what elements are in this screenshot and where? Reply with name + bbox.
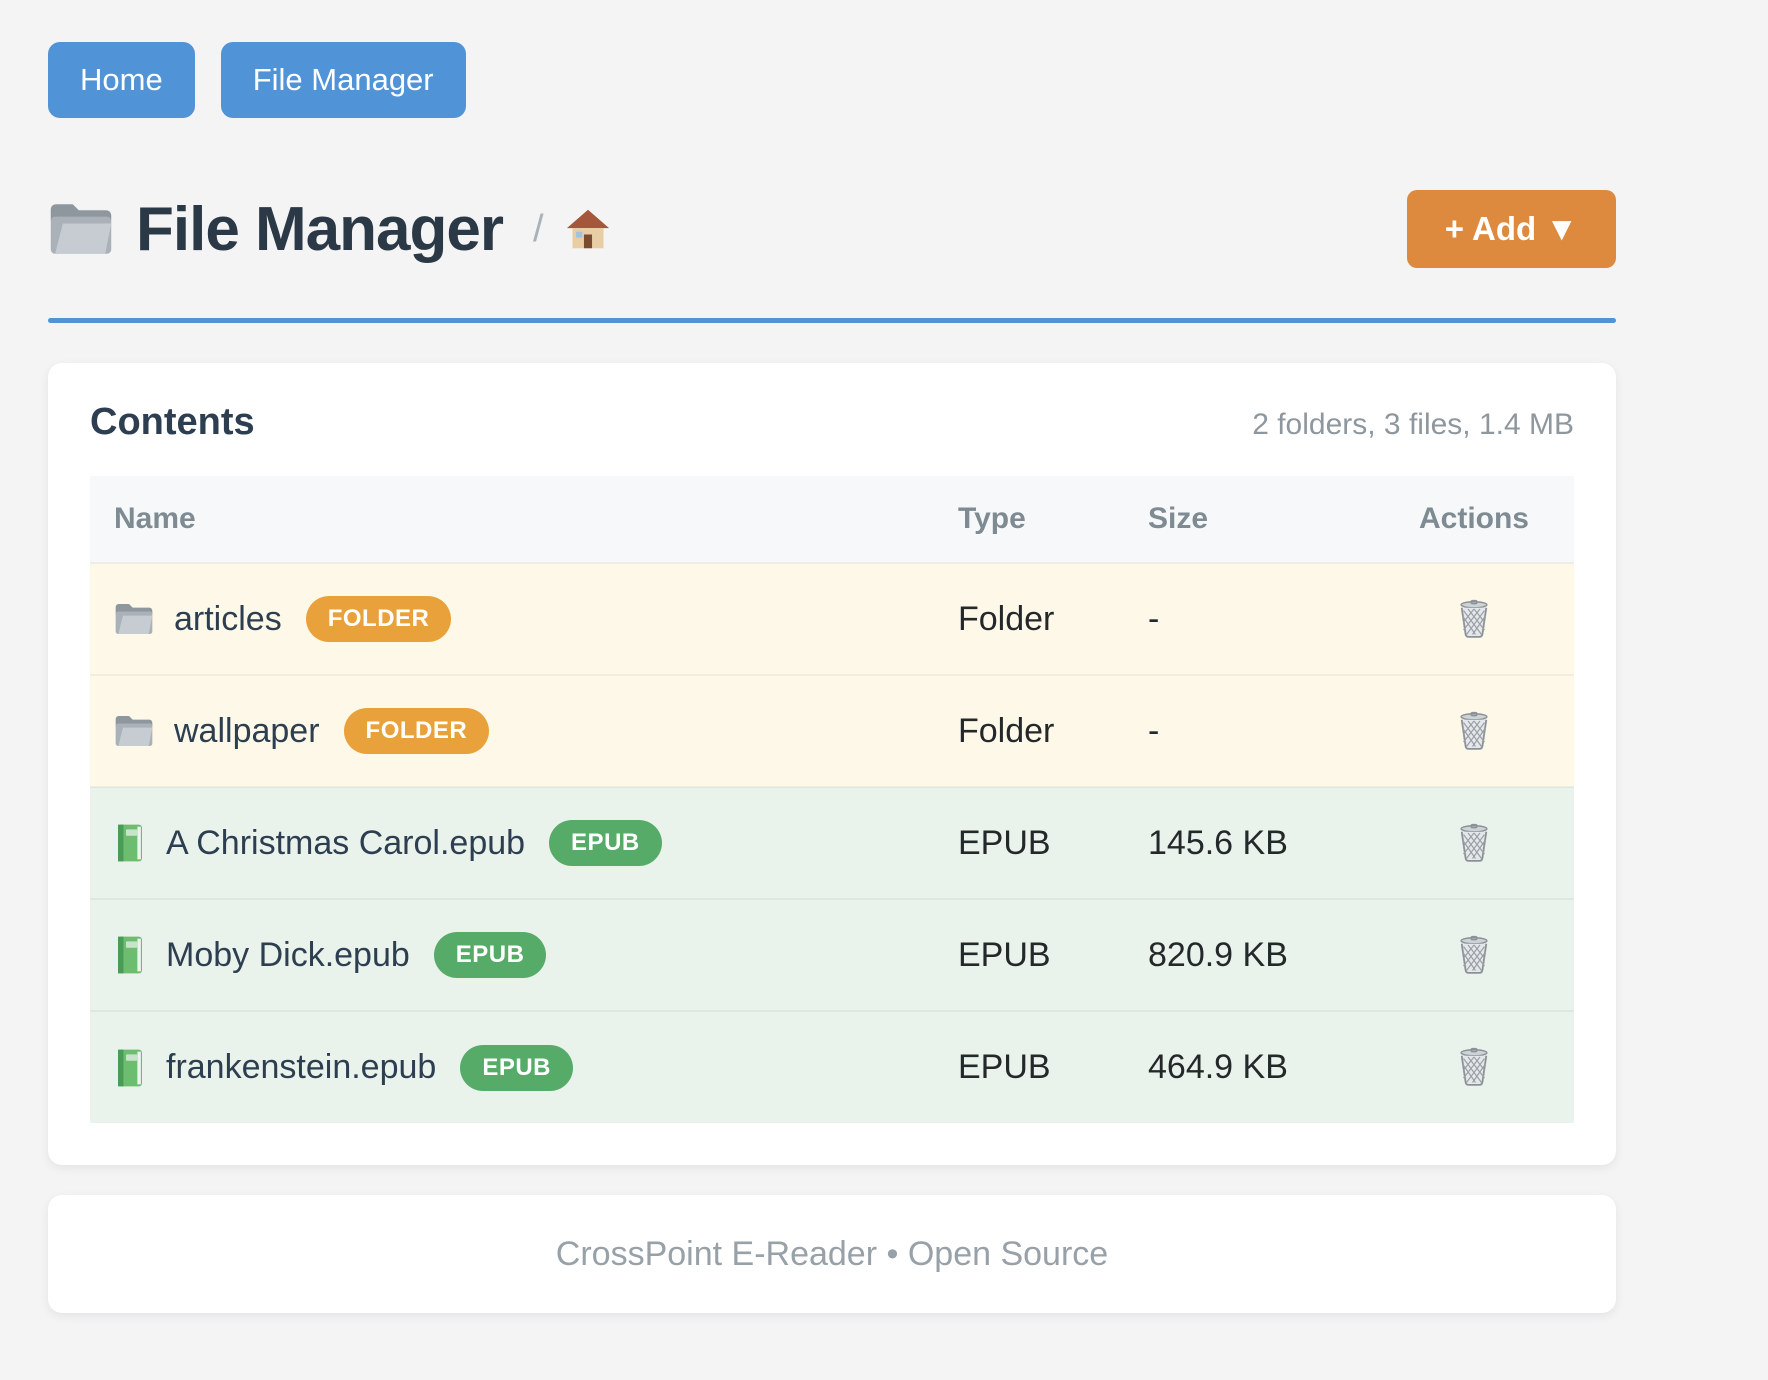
column-header-size: Size xyxy=(1124,476,1374,563)
contents-summary: 2 folders, 3 files, 1.4 MB xyxy=(1252,408,1574,441)
type-badge: EPUB xyxy=(460,1044,573,1091)
table-row[interactable]: wallpaper FOLDER Folder - xyxy=(90,674,1574,787)
table-row[interactable]: Moby Dick.epub EPUB EPUB 820.9 KB xyxy=(90,898,1574,1011)
delete-button[interactable] xyxy=(1450,592,1498,647)
file-size: 820.9 KB xyxy=(1124,898,1374,1011)
type-badge: FOLDER xyxy=(305,596,452,642)
book-icon xyxy=(114,823,146,863)
folder-icon xyxy=(48,201,114,257)
trash-icon xyxy=(1456,598,1492,638)
file-type: Folder xyxy=(934,674,1124,787)
book-icon xyxy=(114,1048,146,1088)
table-row[interactable]: A Christmas Carol.epub EPUB EPUB 145.6 K… xyxy=(90,786,1574,899)
file-name: articles xyxy=(174,599,282,638)
delete-button[interactable] xyxy=(1450,928,1498,983)
trash-icon xyxy=(1456,934,1492,974)
table-row[interactable]: frankenstein.epub EPUB EPUB 464.9 KB xyxy=(90,1010,1574,1123)
file-size: 145.6 KB xyxy=(1124,786,1374,899)
footer-card: CrossPoint E-Reader • Open Source xyxy=(48,1195,1616,1313)
file-size: - xyxy=(1124,562,1374,675)
file-type: Folder xyxy=(934,562,1124,675)
file-type: EPUB xyxy=(934,786,1124,899)
book-icon xyxy=(114,935,146,975)
column-header-name: Name xyxy=(90,476,934,563)
file-type: EPUB xyxy=(934,1010,1124,1123)
footer-text: CrossPoint E-Reader • Open Source xyxy=(555,1234,1109,1273)
file-name: frankenstein.epub xyxy=(166,1048,437,1086)
file-table: Name Type Size Actions xyxy=(90,476,1574,1123)
add-button[interactable]: + Add ▼ xyxy=(1406,190,1616,268)
page-title: File Manager xyxy=(136,194,504,264)
home-icon[interactable] xyxy=(566,208,610,250)
page-container: Home File Manager File Manager / xyxy=(48,0,1616,1313)
folder-icon xyxy=(114,714,154,748)
delete-button[interactable] xyxy=(1450,816,1498,871)
column-header-actions: Actions xyxy=(1374,476,1574,563)
contents-title: Contents xyxy=(90,401,255,443)
breadcrumb: / xyxy=(533,207,544,250)
file-name: A Christmas Carol.epub xyxy=(166,823,526,862)
contents-card: Contents 2 folders, 3 files, 1.4 MB Name… xyxy=(48,363,1616,1165)
table-row[interactable]: articles FOLDER Folder - xyxy=(90,562,1574,675)
file-name: wallpaper xyxy=(174,711,320,750)
title-divider xyxy=(48,318,1616,323)
file-size: 464.9 KB xyxy=(1124,1010,1374,1123)
delete-button[interactable] xyxy=(1450,1040,1498,1095)
delete-button[interactable] xyxy=(1450,704,1498,759)
table-header-row: Name Type Size Actions xyxy=(90,476,1574,563)
type-badge: EPUB xyxy=(549,820,662,866)
type-badge: FOLDER xyxy=(343,708,490,754)
nav-home-button[interactable]: Home xyxy=(48,42,195,118)
nav-file-manager-button[interactable]: File Manager xyxy=(220,42,466,118)
folder-icon xyxy=(114,602,154,636)
type-badge: EPUB xyxy=(433,932,547,978)
file-size: - xyxy=(1124,674,1374,787)
trash-icon xyxy=(1456,822,1492,862)
file-name: Moby Dick.epub xyxy=(166,935,410,974)
column-header-type: Type xyxy=(934,476,1124,563)
page-header: File Manager / + Add ▼ xyxy=(48,190,1616,268)
top-navigation: Home File Manager xyxy=(48,0,1616,118)
trash-icon xyxy=(1456,1046,1492,1086)
trash-icon xyxy=(1456,710,1492,750)
file-type: EPUB xyxy=(934,898,1124,1011)
